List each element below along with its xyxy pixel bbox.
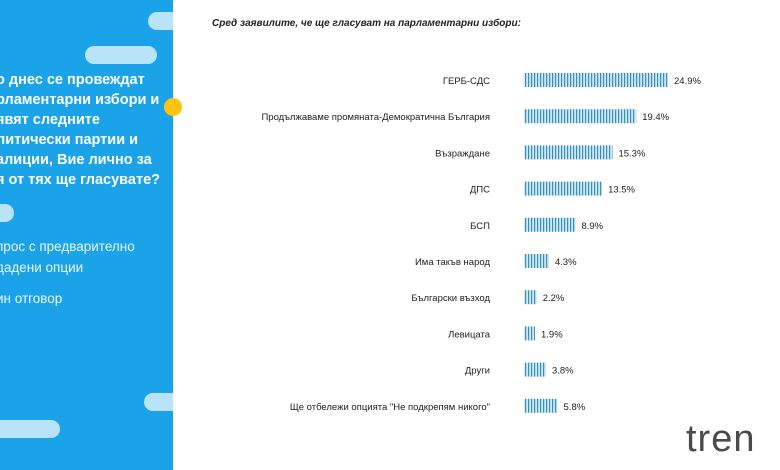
value-label: 15.3% xyxy=(618,148,645,159)
value-label: 19.4% xyxy=(642,112,669,123)
value-label: 4.3% xyxy=(555,257,577,268)
category-label: Левицата xyxy=(448,329,491,340)
question-line: алиции, Вие лично за xyxy=(0,152,152,168)
decorative-pill xyxy=(85,46,157,64)
note-line: прос с предварително xyxy=(0,239,135,254)
decorative-pill xyxy=(0,420,60,438)
decorative-pill xyxy=(148,12,173,30)
chart-title: Сред заявилите, че ще гласуват на парлам… xyxy=(212,18,521,29)
question-line: рламентарни избори и xyxy=(0,92,160,108)
bar xyxy=(524,326,535,341)
question-line: о днес се провеждат xyxy=(0,72,145,88)
left-panel: о днес се провеждат рламентарни избори и… xyxy=(0,0,173,470)
question-line: литически партии и xyxy=(0,132,139,148)
bar xyxy=(524,181,603,196)
bar xyxy=(524,145,613,160)
value-label: 3.8% xyxy=(552,366,574,377)
bar xyxy=(524,73,668,87)
value-label: 8.9% xyxy=(581,221,603,232)
bar xyxy=(524,398,558,413)
note-line: ин отговор xyxy=(0,291,63,306)
category-label: Продължаваме промяната-Демократична Бълг… xyxy=(261,112,490,123)
trend-logo: tren xyxy=(686,418,756,460)
category-label: Възраждане xyxy=(435,148,490,159)
decorative-pill xyxy=(144,393,173,411)
question-text: о днес се провеждат рламентарни избори и… xyxy=(0,70,171,190)
category-label: Ще отбележи опцията "Не подкрепям никого… xyxy=(290,402,490,413)
question-line: я от тях ще гласувате? xyxy=(0,172,160,188)
value-label: 5.8% xyxy=(564,402,586,413)
value-label: 1.9% xyxy=(541,329,563,340)
category-label: ДПС xyxy=(470,185,490,196)
category-label: Български възход xyxy=(411,293,490,304)
category-label: БСП xyxy=(470,221,490,232)
bar xyxy=(524,109,637,124)
bar xyxy=(524,290,537,305)
category-label: Други xyxy=(465,366,490,377)
value-label: 2.2% xyxy=(543,293,565,304)
bar xyxy=(524,254,549,268)
category-label: Има такъв народ xyxy=(415,257,490,268)
decorative-pill xyxy=(0,204,14,222)
bar xyxy=(524,217,576,232)
value-label: 13.5% xyxy=(608,185,635,196)
category-label: ГЕРБ-СДС xyxy=(443,76,490,87)
accent-dot xyxy=(164,98,182,116)
question-line: явят следните xyxy=(0,112,100,128)
note-line: дадени опции xyxy=(0,260,84,275)
bar xyxy=(524,362,546,377)
value-label: 24.9% xyxy=(674,76,701,87)
